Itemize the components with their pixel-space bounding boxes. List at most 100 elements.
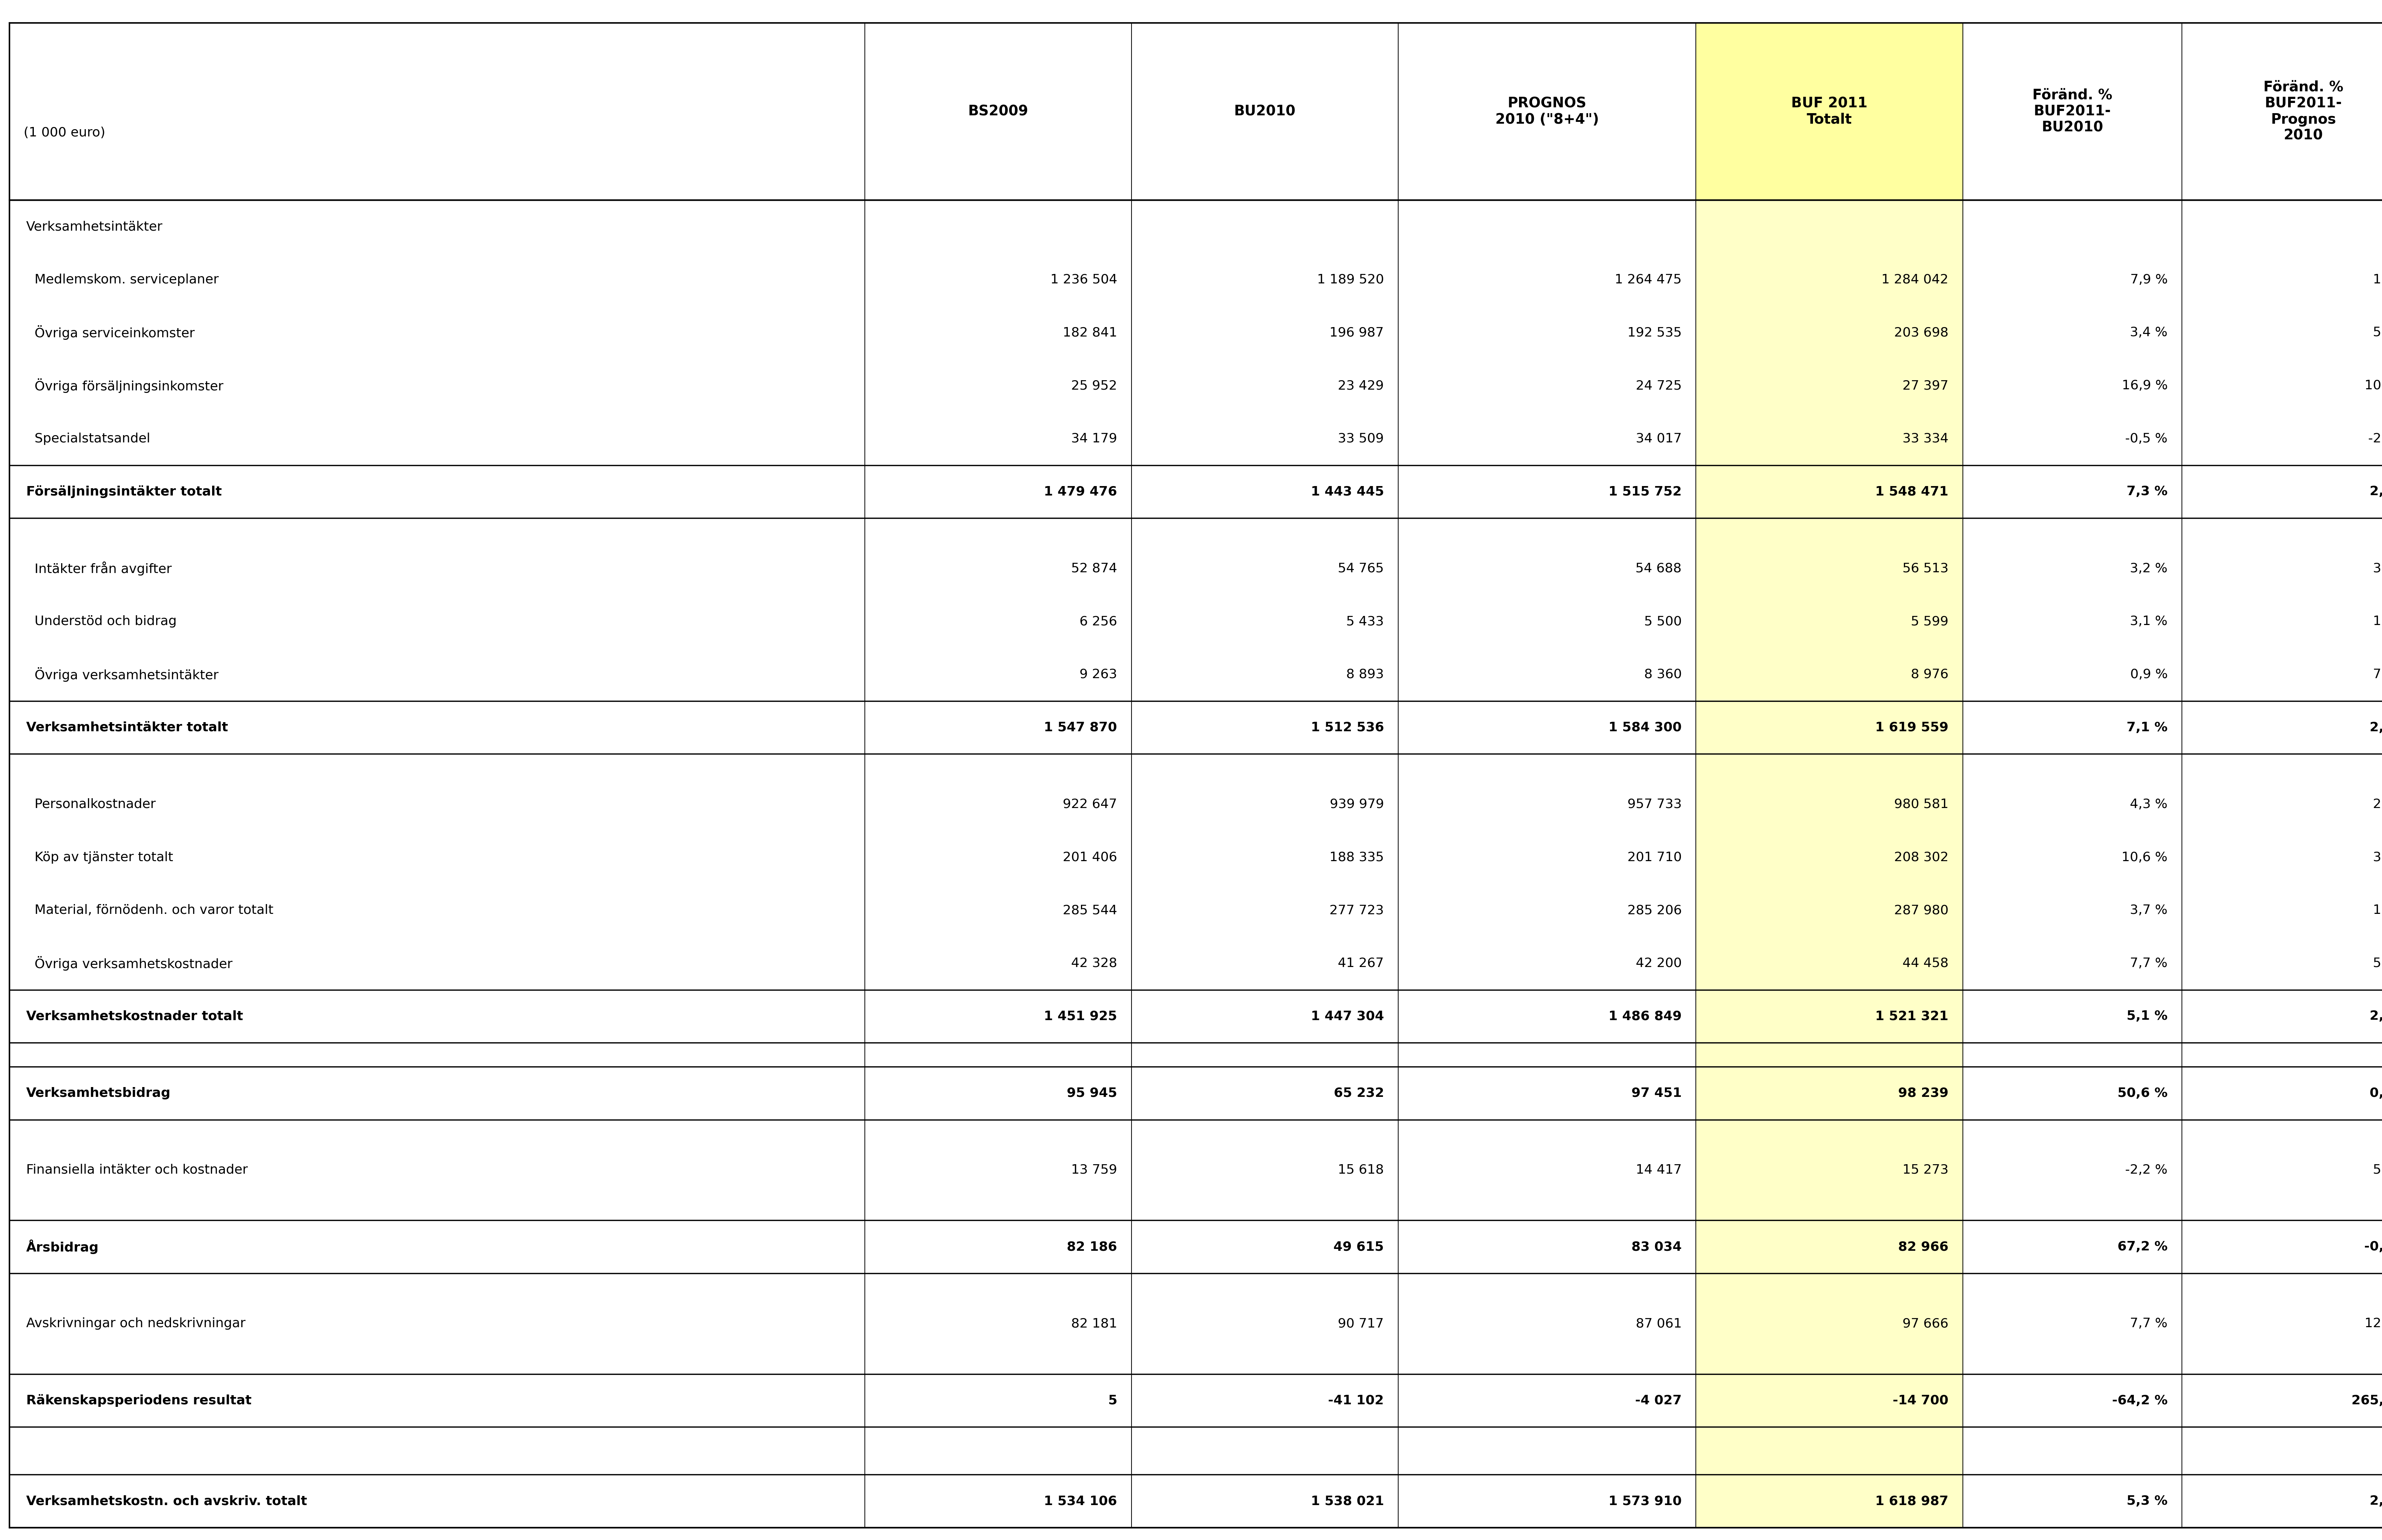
Text: Intäkter från avgifter: Intäkter från avgifter — [26, 562, 172, 576]
Text: Föränd. %
BUF2011-
BU2010: Föränd. % BUF2011- BU2010 — [2032, 89, 2113, 134]
Text: 98 239: 98 239 — [1898, 1087, 1948, 1100]
Text: -2,0 %: -2,0 % — [2368, 433, 2382, 445]
Text: 1 443 445: 1 443 445 — [1310, 485, 1384, 497]
Text: 7,9 %: 7,9 % — [2130, 274, 2168, 286]
Text: 1 584 300: 1 584 300 — [1608, 721, 1682, 733]
Text: 2,2 %: 2,2 % — [2370, 485, 2382, 497]
Text: 2,4 %: 2,4 % — [2372, 798, 2382, 810]
Text: 9 263: 9 263 — [1079, 668, 1117, 681]
Text: 201 710: 201 710 — [1627, 852, 1682, 864]
Text: 5,1 %: 5,1 % — [2127, 1010, 2168, 1023]
Text: -14 700: -14 700 — [1894, 1394, 1948, 1406]
Text: 3,7 %: 3,7 % — [2130, 904, 2168, 916]
Text: Föränd. %
BUF2011-
Prognos
2010: Föränd. % BUF2011- Prognos 2010 — [2263, 80, 2344, 143]
Text: Övriga serviceinkomster: Övriga serviceinkomster — [26, 325, 195, 340]
Text: Övriga verksamhetsintäkter: Övriga verksamhetsintäkter — [26, 667, 219, 682]
Text: 265,0 %: 265,0 % — [2351, 1394, 2382, 1406]
Text: 1 618 987: 1 618 987 — [1875, 1495, 1948, 1508]
Text: 0,8 %: 0,8 % — [2370, 1087, 2382, 1100]
Text: Personalkostnader: Personalkostnader — [26, 798, 155, 810]
Text: 6 256: 6 256 — [1079, 616, 1117, 628]
Text: Finansiella intäkter och kostnader: Finansiella intäkter och kostnader — [26, 1164, 248, 1177]
Text: 939 979: 939 979 — [1329, 798, 1384, 810]
Text: 1 512 536: 1 512 536 — [1310, 721, 1384, 733]
Text: 8 893: 8 893 — [1346, 668, 1384, 681]
Text: 5 433: 5 433 — [1346, 616, 1384, 628]
Text: 957 733: 957 733 — [1627, 798, 1682, 810]
Text: 3,1 %: 3,1 % — [2130, 616, 2168, 628]
Text: Medlemskom. serviceplaner: Medlemskom. serviceplaner — [26, 274, 219, 286]
Text: 82 186: 82 186 — [1067, 1241, 1117, 1254]
Text: 23 429: 23 429 — [1339, 379, 1384, 391]
Text: 90 717: 90 717 — [1339, 1318, 1384, 1331]
Text: 65 232: 65 232 — [1334, 1087, 1384, 1100]
Text: 1 486 849: 1 486 849 — [1608, 1010, 1682, 1023]
Text: 10,8 %: 10,8 % — [2365, 379, 2382, 391]
Text: Försäljningsintäkter totalt: Försäljningsintäkter totalt — [26, 485, 222, 497]
Text: 5 500: 5 500 — [1644, 616, 1682, 628]
Text: 208 302: 208 302 — [1894, 852, 1948, 864]
Text: 1,5 %: 1,5 % — [2372, 274, 2382, 286]
Text: -41 102: -41 102 — [1329, 1394, 1384, 1406]
Text: 2,9 %: 2,9 % — [2370, 1495, 2382, 1508]
Text: 5,8 %: 5,8 % — [2372, 326, 2382, 339]
Text: 97 666: 97 666 — [1903, 1318, 1948, 1331]
Text: 1 447 304: 1 447 304 — [1310, 1010, 1384, 1023]
Text: 285 206: 285 206 — [1627, 904, 1682, 916]
Text: 13 759: 13 759 — [1072, 1164, 1117, 1177]
Text: 203 698: 203 698 — [1894, 326, 1948, 339]
Text: 83 034: 83 034 — [1632, 1241, 1682, 1254]
Text: 277 723: 277 723 — [1329, 904, 1384, 916]
Text: -64,2 %: -64,2 % — [2113, 1394, 2168, 1406]
Text: Köp av tjänster totalt: Köp av tjänster totalt — [26, 852, 174, 864]
Text: 15 273: 15 273 — [1903, 1164, 1948, 1177]
Text: 44 458: 44 458 — [1903, 958, 1948, 970]
Text: 1 515 752: 1 515 752 — [1608, 485, 1682, 497]
Text: -0,5 %: -0,5 % — [2125, 433, 2168, 445]
Text: 54 765: 54 765 — [1339, 562, 1384, 574]
Text: 3,2 %: 3,2 % — [2130, 562, 2168, 574]
Text: 12,2 %: 12,2 % — [2365, 1318, 2382, 1331]
Text: 1 619 559: 1 619 559 — [1875, 721, 1948, 733]
Text: 1 548 471: 1 548 471 — [1875, 485, 1948, 497]
Text: 1 573 910: 1 573 910 — [1608, 1495, 1682, 1508]
Text: 8 976: 8 976 — [1910, 668, 1948, 681]
Text: 5,3 %: 5,3 % — [2127, 1495, 2168, 1508]
Text: 8 360: 8 360 — [1644, 668, 1682, 681]
Text: 1 284 042: 1 284 042 — [1882, 274, 1948, 286]
Text: Understöd och bidrag: Understöd och bidrag — [26, 616, 176, 628]
Text: 192 535: 192 535 — [1627, 326, 1682, 339]
Text: 3,3 %: 3,3 % — [2372, 852, 2382, 864]
Text: BS2009: BS2009 — [967, 105, 1029, 119]
Text: 42 328: 42 328 — [1072, 958, 1117, 970]
Text: 14 417: 14 417 — [1636, 1164, 1682, 1177]
Text: 0,9 %: 0,9 % — [2130, 668, 2168, 681]
Text: 5: 5 — [1108, 1394, 1117, 1406]
Text: 42 200: 42 200 — [1636, 958, 1682, 970]
Text: 50,6 %: 50,6 % — [2118, 1087, 2168, 1100]
Text: Avskrivningar och nedskrivningar: Avskrivningar och nedskrivningar — [26, 1318, 245, 1331]
Text: 56 513: 56 513 — [1903, 562, 1948, 574]
Text: Verksamhetskostnader totalt: Verksamhetskostnader totalt — [26, 1010, 243, 1023]
Text: 1,8 %: 1,8 % — [2372, 616, 2382, 628]
Text: 15 618: 15 618 — [1339, 1164, 1384, 1177]
Text: 24 725: 24 725 — [1636, 379, 1682, 391]
Text: 182 841: 182 841 — [1062, 326, 1117, 339]
Text: 5,4 %: 5,4 % — [2372, 958, 2382, 970]
Text: 1 451 925: 1 451 925 — [1043, 1010, 1117, 1023]
Text: 287 980: 287 980 — [1894, 904, 1948, 916]
Text: 25 952: 25 952 — [1072, 379, 1117, 391]
Text: Material, förnödenh. och varor totalt: Material, förnödenh. och varor totalt — [26, 904, 274, 916]
Text: 1,0 %: 1,0 % — [2372, 904, 2382, 916]
Text: Verksamhetskostn. och avskriv. totalt: Verksamhetskostn. och avskriv. totalt — [26, 1495, 307, 1508]
Text: BU2010: BU2010 — [1234, 105, 1296, 119]
Text: 52 874: 52 874 — [1072, 562, 1117, 574]
Text: -0,1 %: -0,1 % — [2363, 1241, 2382, 1254]
Text: 7,3 %: 7,3 % — [2127, 485, 2168, 497]
Text: 201 406: 201 406 — [1062, 852, 1117, 864]
Text: BUF 2011
Totalt: BUF 2011 Totalt — [1791, 97, 1867, 126]
Text: 82 181: 82 181 — [1072, 1318, 1117, 1331]
Text: 3,4 %: 3,4 % — [2130, 326, 2168, 339]
Text: Övriga försäljningsinkomster: Övriga försäljningsinkomster — [26, 379, 224, 393]
Text: Verksamhetsintäkter totalt: Verksamhetsintäkter totalt — [26, 721, 229, 733]
